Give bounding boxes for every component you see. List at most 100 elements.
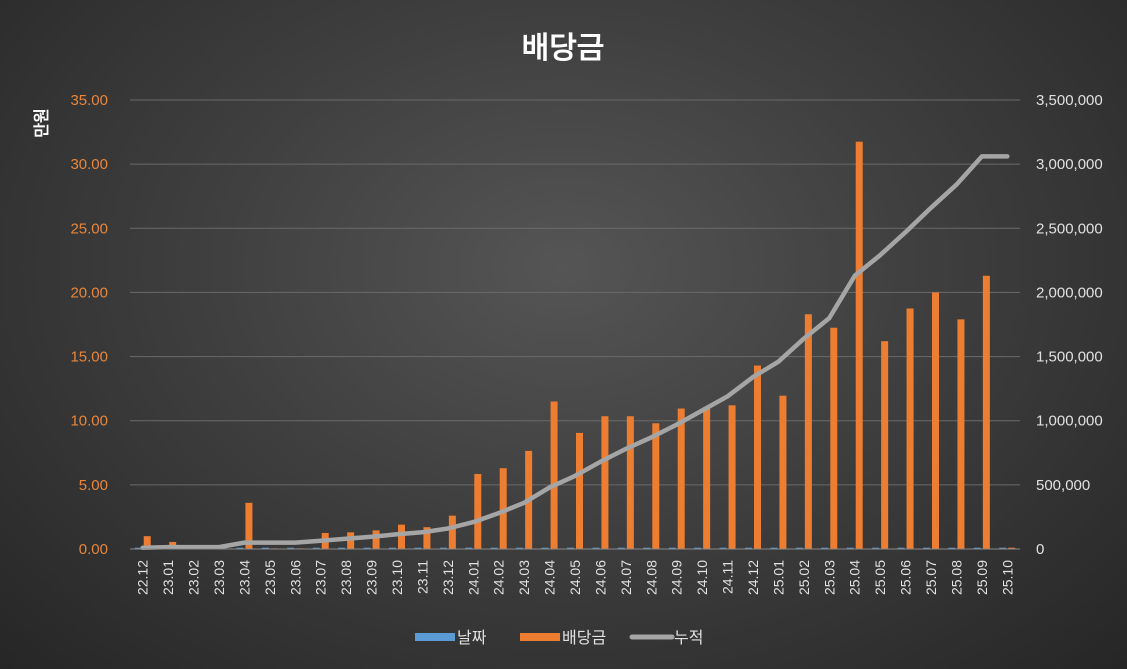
x-tick-label: 23.04 — [236, 560, 252, 595]
bar-date — [668, 547, 676, 549]
x-tick-label: 24.04 — [542, 560, 558, 595]
x-tick-label: 25.07 — [923, 560, 939, 595]
y-axis-label: 만원 — [32, 108, 51, 137]
bar-dividend — [626, 416, 634, 549]
bar-date — [617, 547, 625, 549]
bar-dividend — [830, 327, 838, 549]
bar-date — [389, 547, 396, 549]
bar-date — [363, 547, 371, 549]
x-tick-label: 23.05 — [262, 560, 278, 595]
bar-dividend — [372, 530, 380, 549]
x-tick-label: 24.06 — [592, 560, 608, 595]
bar-date — [846, 547, 854, 549]
bar-date — [338, 547, 346, 549]
y2-tick-label: 500,000 — [1036, 477, 1090, 494]
x-tick-label: 24.12 — [745, 560, 761, 595]
y-tick-label: 20.00 — [70, 284, 108, 301]
x-tick-label: 24.05 — [567, 560, 583, 595]
bar-dividend — [855, 141, 863, 549]
bar-dividend — [398, 524, 405, 549]
bar-dividend — [448, 515, 456, 549]
legend-label: 누적 — [674, 628, 703, 647]
axis-layer: 0.00 5.00 10.00 15.00 20.00 25.00 30.00 35.00 0 5… — [70, 92, 1102, 595]
bar-date — [973, 547, 981, 549]
bar-date — [541, 547, 549, 549]
x-tick-label: 23.11 — [414, 560, 430, 594]
bar-dividend — [932, 292, 939, 549]
legend-label: 배당금 — [562, 628, 606, 647]
bar-dividend — [347, 532, 355, 549]
x-tick-label: 23.12 — [440, 560, 456, 595]
bar-dividend — [804, 314, 812, 549]
gridlines — [130, 99, 1020, 550]
bar-dividend — [881, 341, 889, 549]
bar-dividend — [906, 308, 914, 549]
bar-date — [439, 547, 447, 549]
bar-layer — [134, 141, 1016, 549]
bar-dividend — [245, 502, 253, 549]
bar-dividend — [779, 395, 787, 549]
x-tick-label: 23.06 — [287, 560, 303, 595]
bar-date — [287, 547, 295, 549]
x-tick-label: 24.11 — [720, 560, 736, 594]
bar-date — [236, 547, 244, 549]
bar-date — [516, 547, 524, 549]
bar-dividend — [601, 416, 609, 549]
x-tick-label: 25.02 — [796, 560, 812, 595]
bar-date — [897, 547, 905, 549]
bar-date — [719, 547, 727, 549]
x-tick-label: 25.10 — [999, 560, 1015, 595]
bar-dividend — [474, 473, 482, 549]
x-tick-label: 24.01 — [465, 560, 481, 595]
y2-tick-label: 3,500,000 — [1036, 92, 1103, 109]
line-cumulative — [140, 154, 1010, 550]
y2-tick-label: 2,000,000 — [1036, 284, 1103, 301]
bar-dividend — [423, 527, 431, 549]
bar-date — [490, 547, 498, 549]
bar-dividend — [957, 319, 965, 549]
x-tick-label: 23.08 — [338, 560, 354, 595]
legend: 날짜 배당금 누적 — [415, 628, 703, 647]
bar-dividend — [754, 365, 761, 549]
x-tick-label: 23.07 — [313, 560, 329, 595]
x-tick-label: 24.10 — [694, 560, 710, 595]
bar-date — [643, 547, 651, 549]
x-tick-label: 23.01 — [160, 560, 176, 595]
chart-title: 배당금 — [522, 31, 605, 66]
y-tick-label: 15.00 — [70, 349, 108, 366]
legend-label: 날짜 — [457, 628, 487, 647]
bar-date — [465, 547, 473, 549]
bar-date — [745, 547, 752, 549]
legend-swatch — [520, 633, 560, 641]
y2-tick-label: 3,000,000 — [1036, 156, 1103, 173]
x-tick-label: 24.09 — [669, 560, 685, 595]
x-tick-label: 24.02 — [491, 560, 507, 595]
bar-dividend — [703, 407, 711, 549]
bar-date — [567, 547, 574, 549]
y-tick-label: 35.00 — [70, 92, 108, 109]
y2-tick-label: 1,000,000 — [1036, 413, 1103, 430]
bar-date — [999, 547, 1007, 549]
bar-dividend — [143, 536, 151, 549]
bar-date — [872, 547, 880, 549]
x-tick-label: 25.05 — [872, 560, 888, 595]
x-tick-label: 25.09 — [974, 560, 990, 595]
bar-date — [592, 547, 600, 549]
x-tick-label: 23.10 — [389, 560, 405, 595]
x-tick-label: 25.03 — [821, 560, 837, 595]
x-tick-label: 24.03 — [516, 560, 532, 595]
y-tick-label: 30.00 — [70, 156, 108, 173]
bar-dividend — [576, 432, 583, 549]
x-tick-label: 25.01 — [770, 560, 786, 595]
y-tick-label: 10.00 — [70, 413, 108, 430]
bar-dividend — [1008, 547, 1016, 549]
bar-dividend — [652, 423, 660, 549]
bar-date — [770, 547, 778, 549]
y-tick-label: 25.00 — [70, 220, 108, 237]
bar-dividend — [677, 408, 685, 549]
bar-date — [312, 547, 320, 549]
x-tick-label: 24.07 — [618, 560, 634, 595]
x-tick-label: 24.08 — [643, 560, 659, 595]
y-tick-label: 0.00 — [79, 541, 108, 558]
